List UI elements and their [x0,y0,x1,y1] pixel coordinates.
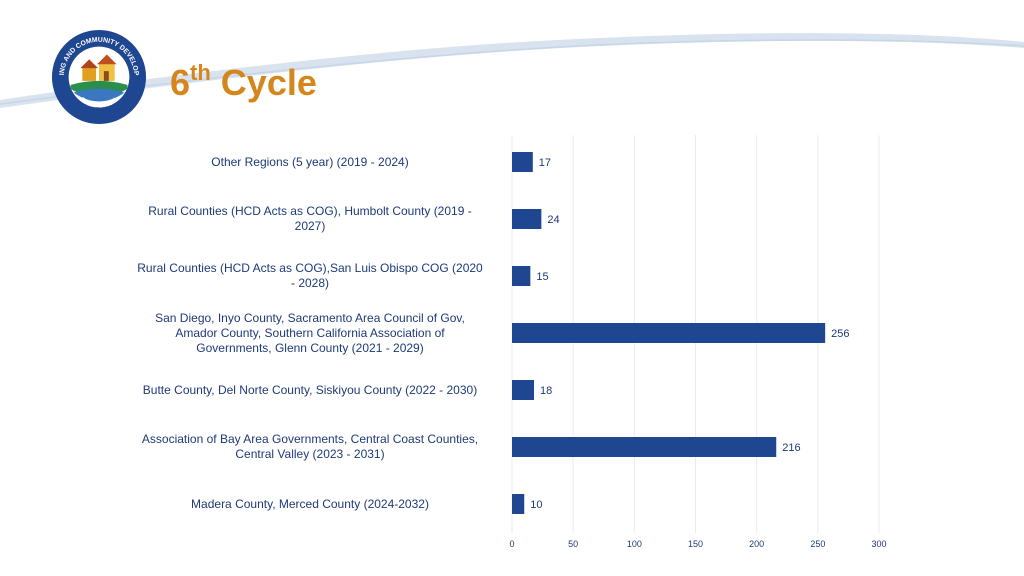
bar-3 [512,323,826,343]
bar-1 [512,209,542,229]
x-tick-label: 0 [509,539,514,549]
bar-2 [512,266,531,286]
bar-value-label: 256 [831,328,849,340]
bar-value-label: 24 [547,214,559,226]
banner-swoosh-thin [0,39,1024,105]
category-label: Madera County, Merced County (2024-2032) [120,497,500,512]
category-label-line: Governments, Glenn County (2021 - 2029) [196,340,424,355]
x-tick-label: 100 [627,539,642,549]
x-tick-label: 300 [871,539,886,549]
category-label-line: Other Regions (5 year) (2019 - 2024) [211,154,409,169]
category-label: Rural Counties (HCD Acts as COG), Humbol… [120,204,500,234]
x-tick-label: 50 [568,539,578,549]
title-main: 6 [170,62,191,103]
x-tick-label: 150 [688,539,703,549]
bar-0 [512,152,533,172]
category-label-line: San Diego, Inyo County, Sacramento Area … [155,310,465,325]
title-superscript: th [190,60,211,85]
bar-value-label: 216 [782,442,800,454]
category-label-line: Butte County, Del Norte County, Siskiyou… [142,382,478,397]
logo-water [73,88,125,102]
category-label: Butte County, Del Norte County, Siskiyou… [120,383,500,398]
page-title: 6th Cycle [170,60,317,104]
category-label-line: Amador County, Southern California Assoc… [175,325,445,340]
hcd-logo: HOUSING AND COMMUNITY DEVELOPMENT CALIFO… [50,28,147,125]
x-tick-label: 250 [810,539,825,549]
bar-value-label: 10 [530,499,542,511]
category-label-line: - 2028) [290,276,330,290]
bar-5 [512,437,777,457]
bar-value-label: 17 [539,157,551,169]
category-label-line: Association of Bay Area Governments, Cen… [141,432,479,446]
x-tick-label: 200 [749,539,764,549]
logo-house-left [82,67,97,81]
bar-value-label: 18 [540,385,552,397]
category-label: San Diego, Inyo County, Sacramento Area … [120,311,500,356]
bar-4 [512,380,535,400]
category-label: Other Regions (5 year) (2019 - 2024) [120,155,500,170]
category-label: Rural Counties (HCD Acts as COG),San Lui… [120,261,500,291]
category-label-line: 2027) [294,219,326,233]
category-label-line: Central Valley (2023 - 2031) [235,447,385,461]
category-label: Association of Bay Area Governments, Cen… [120,432,500,462]
category-label-line: Madera County, Merced County (2024-2032) [191,496,429,511]
header-banner [0,33,1024,108]
bar-6 [512,494,525,514]
bar-value-label: 15 [536,271,548,283]
title-rest: Cycle [210,62,317,103]
category-label-line: Rural Counties (HCD Acts as COG), Humbol… [148,204,472,218]
category-label-line: Rural Counties (HCD Acts as COG),San Lui… [137,261,483,275]
banner-swoosh [0,33,1024,108]
